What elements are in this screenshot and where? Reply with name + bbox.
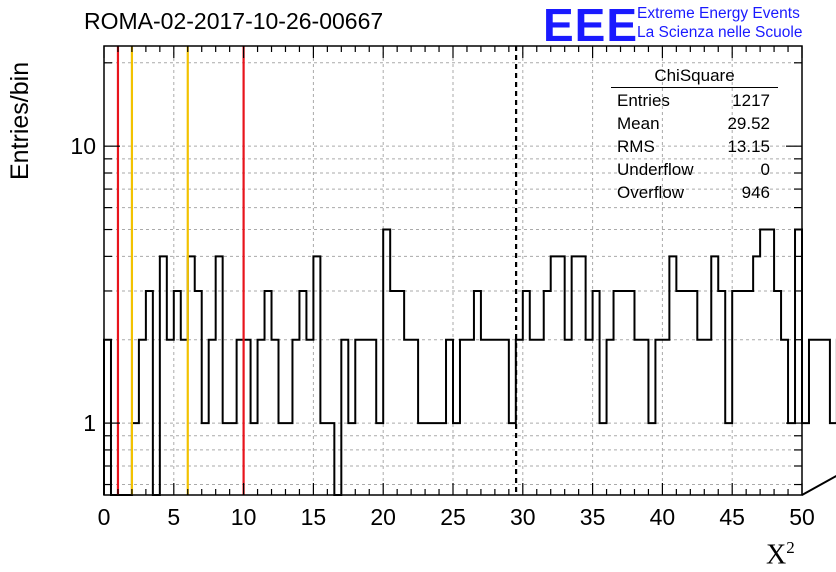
histogram-line [103,228,836,496]
y-axis-label: Entries/bin [6,61,34,180]
stats-row-label: RMS [617,137,655,156]
stats-row-label: Mean [617,114,660,133]
x-tick-label: 30 [510,504,536,530]
stats-row-label: Entries [617,91,670,110]
eee-logo-text: Extreme Energy Events La Scienza nelle S… [637,4,802,42]
x-axis-label: X2 [766,538,795,571]
stats-row: Entries 1217 [611,89,778,112]
histogram-series [103,228,836,496]
x-tick-label: 0 [98,504,111,530]
marker-lines [116,46,518,495]
stats-row: Mean 29.52 [611,112,778,135]
y-tick-label: 1 [83,410,96,436]
x-tick-label: 5 [167,504,180,530]
stats-row-value: 29.52 [727,114,770,133]
x-tick-label: 40 [650,504,676,530]
logo-line-1: Extreme Energy Events [637,5,800,22]
tick-marks: 0 5 10 15 20 25 30 35 40 45 50 1 10 [70,46,815,530]
stats-row: RMS 13.15 [611,135,778,158]
stats-box: ChiSquare Entries 1217 Mean 29.52 RMS 13.15 Un… [611,66,778,204]
x-tick-label: 35 [580,504,606,530]
stats-row-value: 1217 [732,91,770,110]
stats-row-value: 946 [741,183,770,202]
eee-logo: EEE [543,0,639,51]
x-tick-label: 10 [231,504,257,530]
x-tick-label: 20 [370,504,396,530]
stats-row-value: 13.15 [727,137,770,156]
stats-row-value: 0 [760,160,770,179]
x-tick-label: 15 [301,504,327,530]
x-axis-label-superscript: 2 [786,538,795,557]
x-tick-label: 45 [719,504,745,530]
y-tick-label: 10 [70,133,96,159]
stats-row-label: Underflow [617,160,694,179]
x-tick-label: 50 [789,504,815,530]
stats-title: ChiSquare [611,66,778,88]
stats-row-label: Overflow [617,183,685,202]
stats-row: Underflow 0 [611,158,778,181]
logo-line-2: La Scienza nelle Scuole [637,24,803,41]
x-axis-label-base: X [766,539,787,571]
chart-title: ROMA-02-2017-10-26-00667 [84,8,384,34]
stats-row: Overflow 946 [611,181,778,204]
x-tick-label: 25 [440,504,466,530]
